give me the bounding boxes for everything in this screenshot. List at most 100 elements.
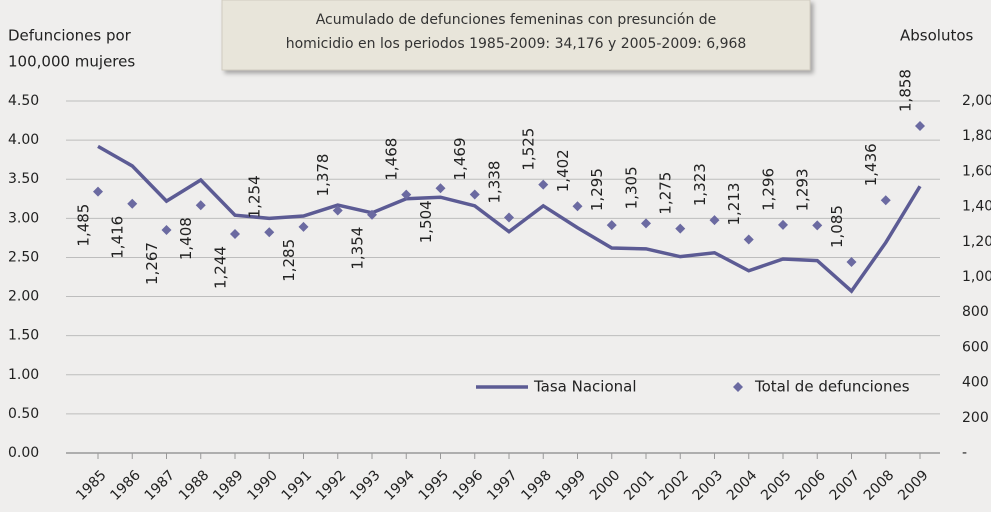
x-tick-label: 2005 <box>758 467 795 504</box>
legend-label: Tasa Nacional <box>533 378 637 396</box>
data-label: 1,275 <box>657 172 675 215</box>
data-label: 1,354 <box>349 227 367 270</box>
x-tick-label: 2000 <box>587 467 624 504</box>
y-tick-label: 0.50 <box>8 406 39 422</box>
data-label: 1,858 <box>897 69 915 112</box>
x-tick-label: 2001 <box>621 467 658 504</box>
y-tick-label: 4.50 <box>8 93 39 109</box>
line <box>97 144 922 294</box>
point <box>812 220 823 231</box>
point <box>675 223 686 234</box>
y2-tick-label: 1,200 <box>962 234 991 250</box>
x-tick-label: 1995 <box>416 467 453 504</box>
x-tick-label: 2004 <box>724 467 761 504</box>
x-tick-label: 2009 <box>895 467 932 504</box>
annotation: homicidio en los periodos 1985-2009: 34,… <box>286 36 747 52</box>
data-label: 1,293 <box>794 168 812 211</box>
point <box>127 198 138 209</box>
x-tick-label: 1986 <box>107 467 144 504</box>
point <box>435 183 446 194</box>
y2-tick-label: 600 <box>962 339 989 355</box>
x-tick-label: 1991 <box>279 467 316 504</box>
point <box>538 179 549 190</box>
x-tick-label: 1989 <box>210 467 247 504</box>
point <box>880 195 891 206</box>
point <box>606 220 617 231</box>
data-label: 1,305 <box>623 166 641 209</box>
point <box>572 201 583 212</box>
y2-tick-label: 1,000 <box>962 269 991 285</box>
point <box>401 189 412 200</box>
point <box>264 227 275 238</box>
data-label: 1,244 <box>212 246 230 289</box>
y2-tick-label: - <box>962 445 967 461</box>
x-tick-label: 2003 <box>690 467 727 504</box>
point <box>230 229 240 240</box>
y-tick-label: 2.00 <box>8 289 39 305</box>
x-tick-label: 2008 <box>861 467 898 504</box>
y-tick-label: 0.00 <box>8 445 39 461</box>
x-tick-label: 1992 <box>313 467 350 504</box>
point <box>195 200 206 211</box>
point <box>469 189 480 200</box>
point <box>846 257 857 268</box>
point <box>778 219 788 230</box>
point <box>709 215 720 226</box>
data-label: 1,416 <box>109 216 127 259</box>
y2-tick-label: 1,400 <box>962 199 991 215</box>
x-tick-label: 1998 <box>518 467 555 504</box>
point <box>298 221 309 232</box>
y2-tick-label: 800 <box>962 304 989 320</box>
y2-tick-label: 1,800 <box>962 128 991 144</box>
data-label: 1,436 <box>862 143 880 186</box>
data-label: 1,525 <box>520 128 538 171</box>
y-axis-label: 100,000 mujeres <box>8 53 135 71</box>
annotation-box <box>221 0 811 71</box>
y-tick-label: 4.00 <box>8 132 39 148</box>
data-label: 1,295 <box>588 168 606 211</box>
x-tick-label: 2007 <box>827 467 864 504</box>
y-tick-label: 1.00 <box>8 367 39 383</box>
annotation: Acumulado de defunciones femeninas con p… <box>316 12 717 28</box>
y2-axis-label: Absolutos <box>900 27 974 45</box>
y2-tick-label: 2,000 <box>962 93 991 109</box>
data-label: 1,267 <box>143 242 161 285</box>
data-label: 1,468 <box>383 138 401 181</box>
y-axis-label: Defunciones por <box>8 27 132 45</box>
y-tick-label: 3.50 <box>8 171 39 187</box>
x-tick-label: 1988 <box>176 467 213 504</box>
point <box>641 218 651 229</box>
point <box>915 120 925 131</box>
data-label: 1,296 <box>760 168 778 211</box>
x-tick-label: 1997 <box>484 467 521 504</box>
y2-tick-label: 400 <box>962 375 989 391</box>
data-label: 1,254 <box>246 175 264 218</box>
x-tick-label: 1985 <box>73 467 110 504</box>
legend-label: Total de defunciones <box>754 378 910 396</box>
data-label: 1,402 <box>554 149 572 192</box>
x-tick-label: 1990 <box>244 467 281 504</box>
x-tick-label: 1996 <box>450 467 487 504</box>
data-label: 1,213 <box>725 183 743 226</box>
point <box>367 209 377 220</box>
x-tick-label: 1993 <box>347 467 384 504</box>
y-tick-label: 2.50 <box>8 249 39 265</box>
point <box>743 234 754 245</box>
data-label: 1,338 <box>486 161 504 204</box>
data-label: 1,085 <box>828 205 846 248</box>
data-label: 1,408 <box>177 217 195 260</box>
y-tick-label: 1.50 <box>8 328 39 344</box>
data-label: 1,323 <box>691 163 709 206</box>
legend-swatch <box>733 382 743 392</box>
x-tick-label: 2006 <box>792 467 829 504</box>
data-label: 1,469 <box>451 138 469 181</box>
x-tick-label: 1994 <box>381 467 418 504</box>
point <box>161 225 172 236</box>
data-label: 1,504 <box>417 200 435 243</box>
point <box>504 212 514 223</box>
x-tick-label: 1987 <box>142 467 179 504</box>
x-tick-label: 1999 <box>553 467 590 504</box>
point <box>93 186 103 197</box>
